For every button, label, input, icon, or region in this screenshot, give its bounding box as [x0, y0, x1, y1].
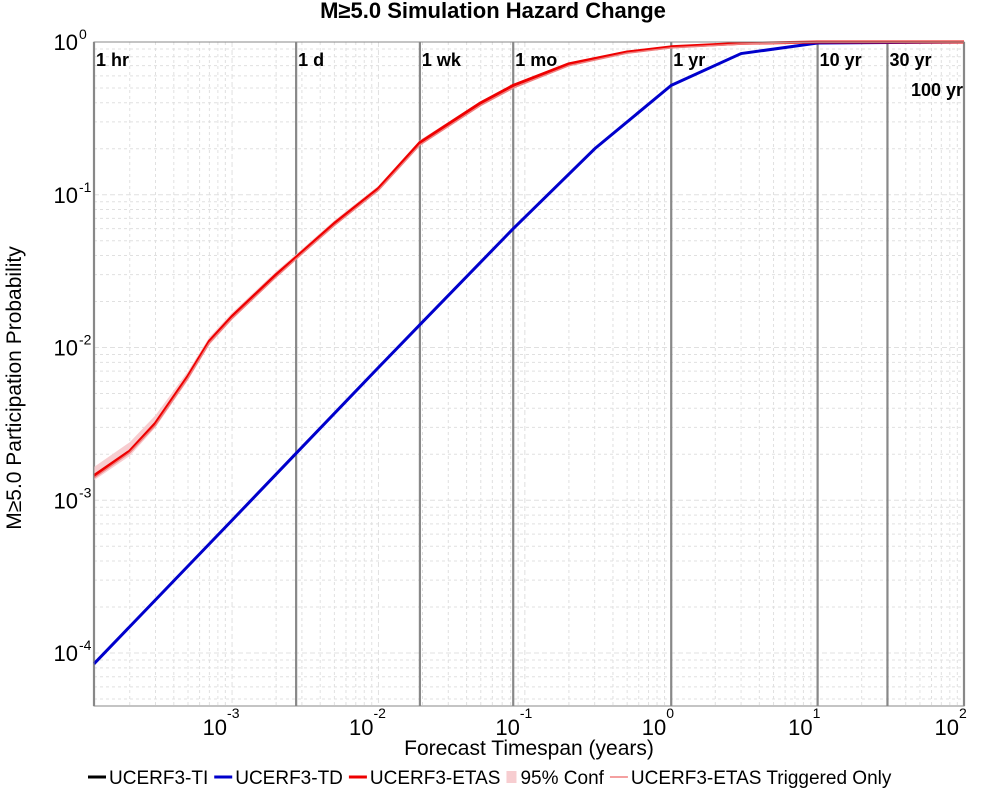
y-tick-exponent: 0 — [79, 26, 87, 42]
x-tick-label: 10 — [495, 715, 519, 740]
series-ucerf3-td — [92, 40, 965, 665]
time-marker-label: 30 yr — [889, 50, 931, 70]
y-tick-exponent: -2 — [79, 332, 92, 348]
x-tick-exponent: 0 — [666, 705, 674, 721]
time-markers — [92, 42, 966, 706]
y-tick-exponent: -4 — [79, 637, 92, 653]
x-tick-label: 10 — [349, 715, 373, 740]
x-axis-label: Forecast Timespan (years) — [404, 737, 654, 760]
legend-label-ucerf3-etas-triggered-only: UCERF3-ETAS Triggered Only — [631, 768, 892, 789]
x-tick-exponent: 2 — [959, 705, 967, 721]
y-tick-label: 10 — [54, 30, 78, 55]
chart-title: M≥5.0 Simulation Hazard Change — [320, 0, 666, 23]
x-tick-exponent: 1 — [813, 705, 821, 721]
y-axis-label: M≥5.0 Participation Probability — [3, 246, 26, 530]
y-tick-exponent: -1 — [79, 179, 92, 195]
x-tick-exponent: -1 — [520, 705, 533, 721]
x-tick-label: 10 — [642, 715, 666, 740]
y-tick-exponent: -3 — [79, 484, 92, 500]
series-ucerf3-etas-triggered-only — [93, 41, 965, 479]
x-tick-label: 10 — [788, 715, 812, 740]
legend-label-ucerf3-ti: UCERF3-TI — [109, 768, 208, 789]
y-tick-label: 10 — [54, 641, 78, 666]
time-marker-labels: 1 hr 1 d 1 wk 1 mo 1 yr 10 yr 30 yr 100 yr — [96, 50, 963, 100]
time-marker-label: 1 d — [298, 50, 324, 70]
time-marker-label: 1 wk — [422, 50, 462, 70]
series-95-conf-band — [94, 42, 964, 481]
legend-label-95-conf: 95% Conf — [520, 768, 604, 789]
y-tick-label: 10 — [54, 183, 78, 208]
y-tick-label: 10 — [54, 488, 78, 513]
grid — [94, 41, 964, 706]
legend-label-ucerf3-td: UCERF3-TD — [235, 768, 343, 789]
legend-label-ucerf3-etas: UCERF3-ETAS — [370, 768, 501, 789]
time-marker-label: 1 hr — [96, 50, 129, 70]
x-tick-exponent: -3 — [227, 705, 240, 721]
series-group — [92, 40, 965, 665]
legend: UCERF3-TI UCERF3-TD UCERF3-ETAS 95% Conf UCE… — [88, 768, 892, 789]
time-marker-label: 10 yr — [820, 50, 862, 70]
x-tick-label: 10 — [203, 715, 227, 740]
x-tick-exponent: -2 — [373, 705, 386, 721]
time-marker-label: 1 mo — [515, 50, 557, 70]
time-marker-label: 100 yr — [911, 80, 963, 100]
x-tick-label: 10 — [935, 715, 959, 740]
y-tick-label: 10 — [54, 336, 78, 361]
legend-swatch-95-conf — [506, 771, 517, 783]
series-ucerf3-etas — [93, 40, 964, 477]
time-marker-label: 1 yr — [673, 50, 705, 70]
plot-frame — [93, 41, 965, 707]
